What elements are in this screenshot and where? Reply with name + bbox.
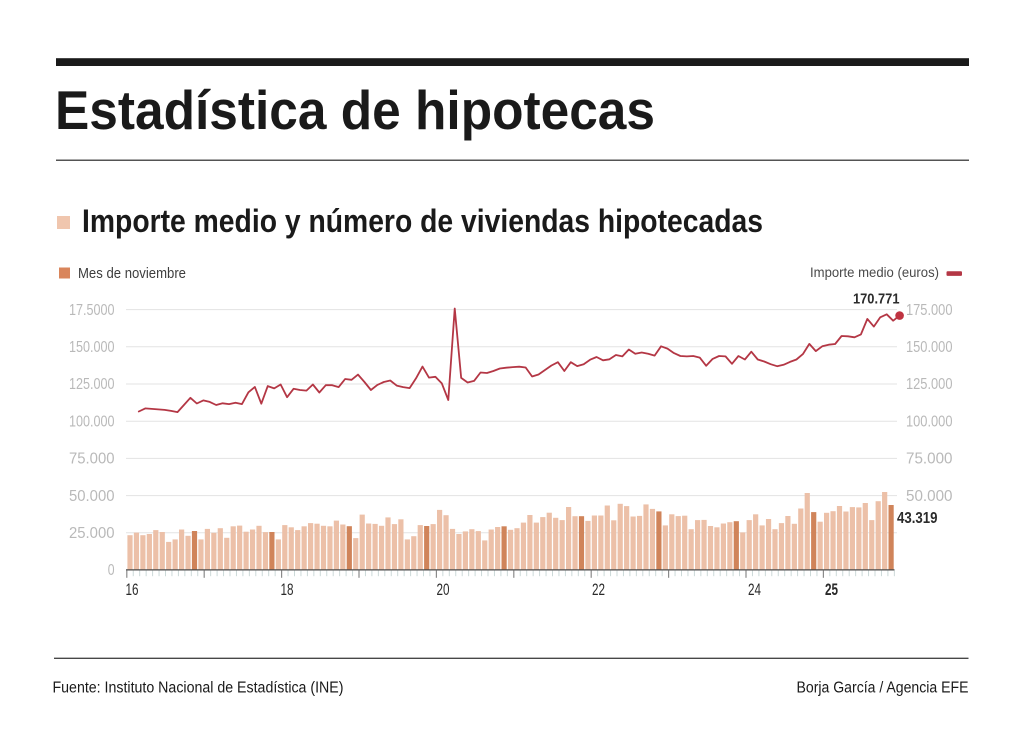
- svg-text:125.000: 125.000: [906, 376, 953, 393]
- svg-text:25.000: 25.000: [69, 525, 115, 542]
- svg-text:Mes de noviembre: Mes de noviembre: [78, 265, 186, 282]
- svg-text:150.000: 150.000: [69, 339, 115, 356]
- svg-text:Estadística de hipotecas: Estadística de hipotecas: [55, 80, 655, 141]
- svg-text:175.000: 175.000: [906, 302, 953, 319]
- svg-text:Importe medio y número de vivi: Importe medio y número de viviendas hipo…: [82, 203, 763, 239]
- svg-text:170.771: 170.771: [853, 292, 900, 308]
- svg-text:Importe medio (euros): Importe medio (euros): [810, 264, 939, 280]
- svg-text:16: 16: [126, 581, 139, 599]
- svg-text:22: 22: [592, 581, 605, 599]
- svg-text:43.319: 43.319: [897, 510, 938, 527]
- svg-text:75.000: 75.000: [906, 451, 953, 468]
- svg-text:25: 25: [825, 581, 838, 599]
- svg-text:75.000: 75.000: [69, 451, 115, 468]
- svg-text:100.000: 100.000: [69, 413, 115, 430]
- svg-text:17.5000: 17.5000: [69, 302, 115, 319]
- svg-text:50.000: 50.000: [906, 488, 953, 505]
- svg-text:0: 0: [108, 562, 115, 579]
- svg-text:50.000: 50.000: [69, 488, 115, 505]
- svg-text:24: 24: [748, 581, 761, 599]
- svg-text:20: 20: [437, 581, 450, 599]
- svg-text:100.000: 100.000: [906, 413, 953, 430]
- svg-text:18: 18: [281, 581, 294, 599]
- svg-text:Fuente: Instituto Nacional de: Fuente: Instituto Nacional de Estadístic…: [53, 680, 344, 697]
- svg-text:Borja García / Agencia EFE: Borja García / Agencia EFE: [797, 680, 969, 697]
- svg-text:125.000: 125.000: [69, 376, 115, 393]
- svg-text:150.000: 150.000: [906, 339, 953, 356]
